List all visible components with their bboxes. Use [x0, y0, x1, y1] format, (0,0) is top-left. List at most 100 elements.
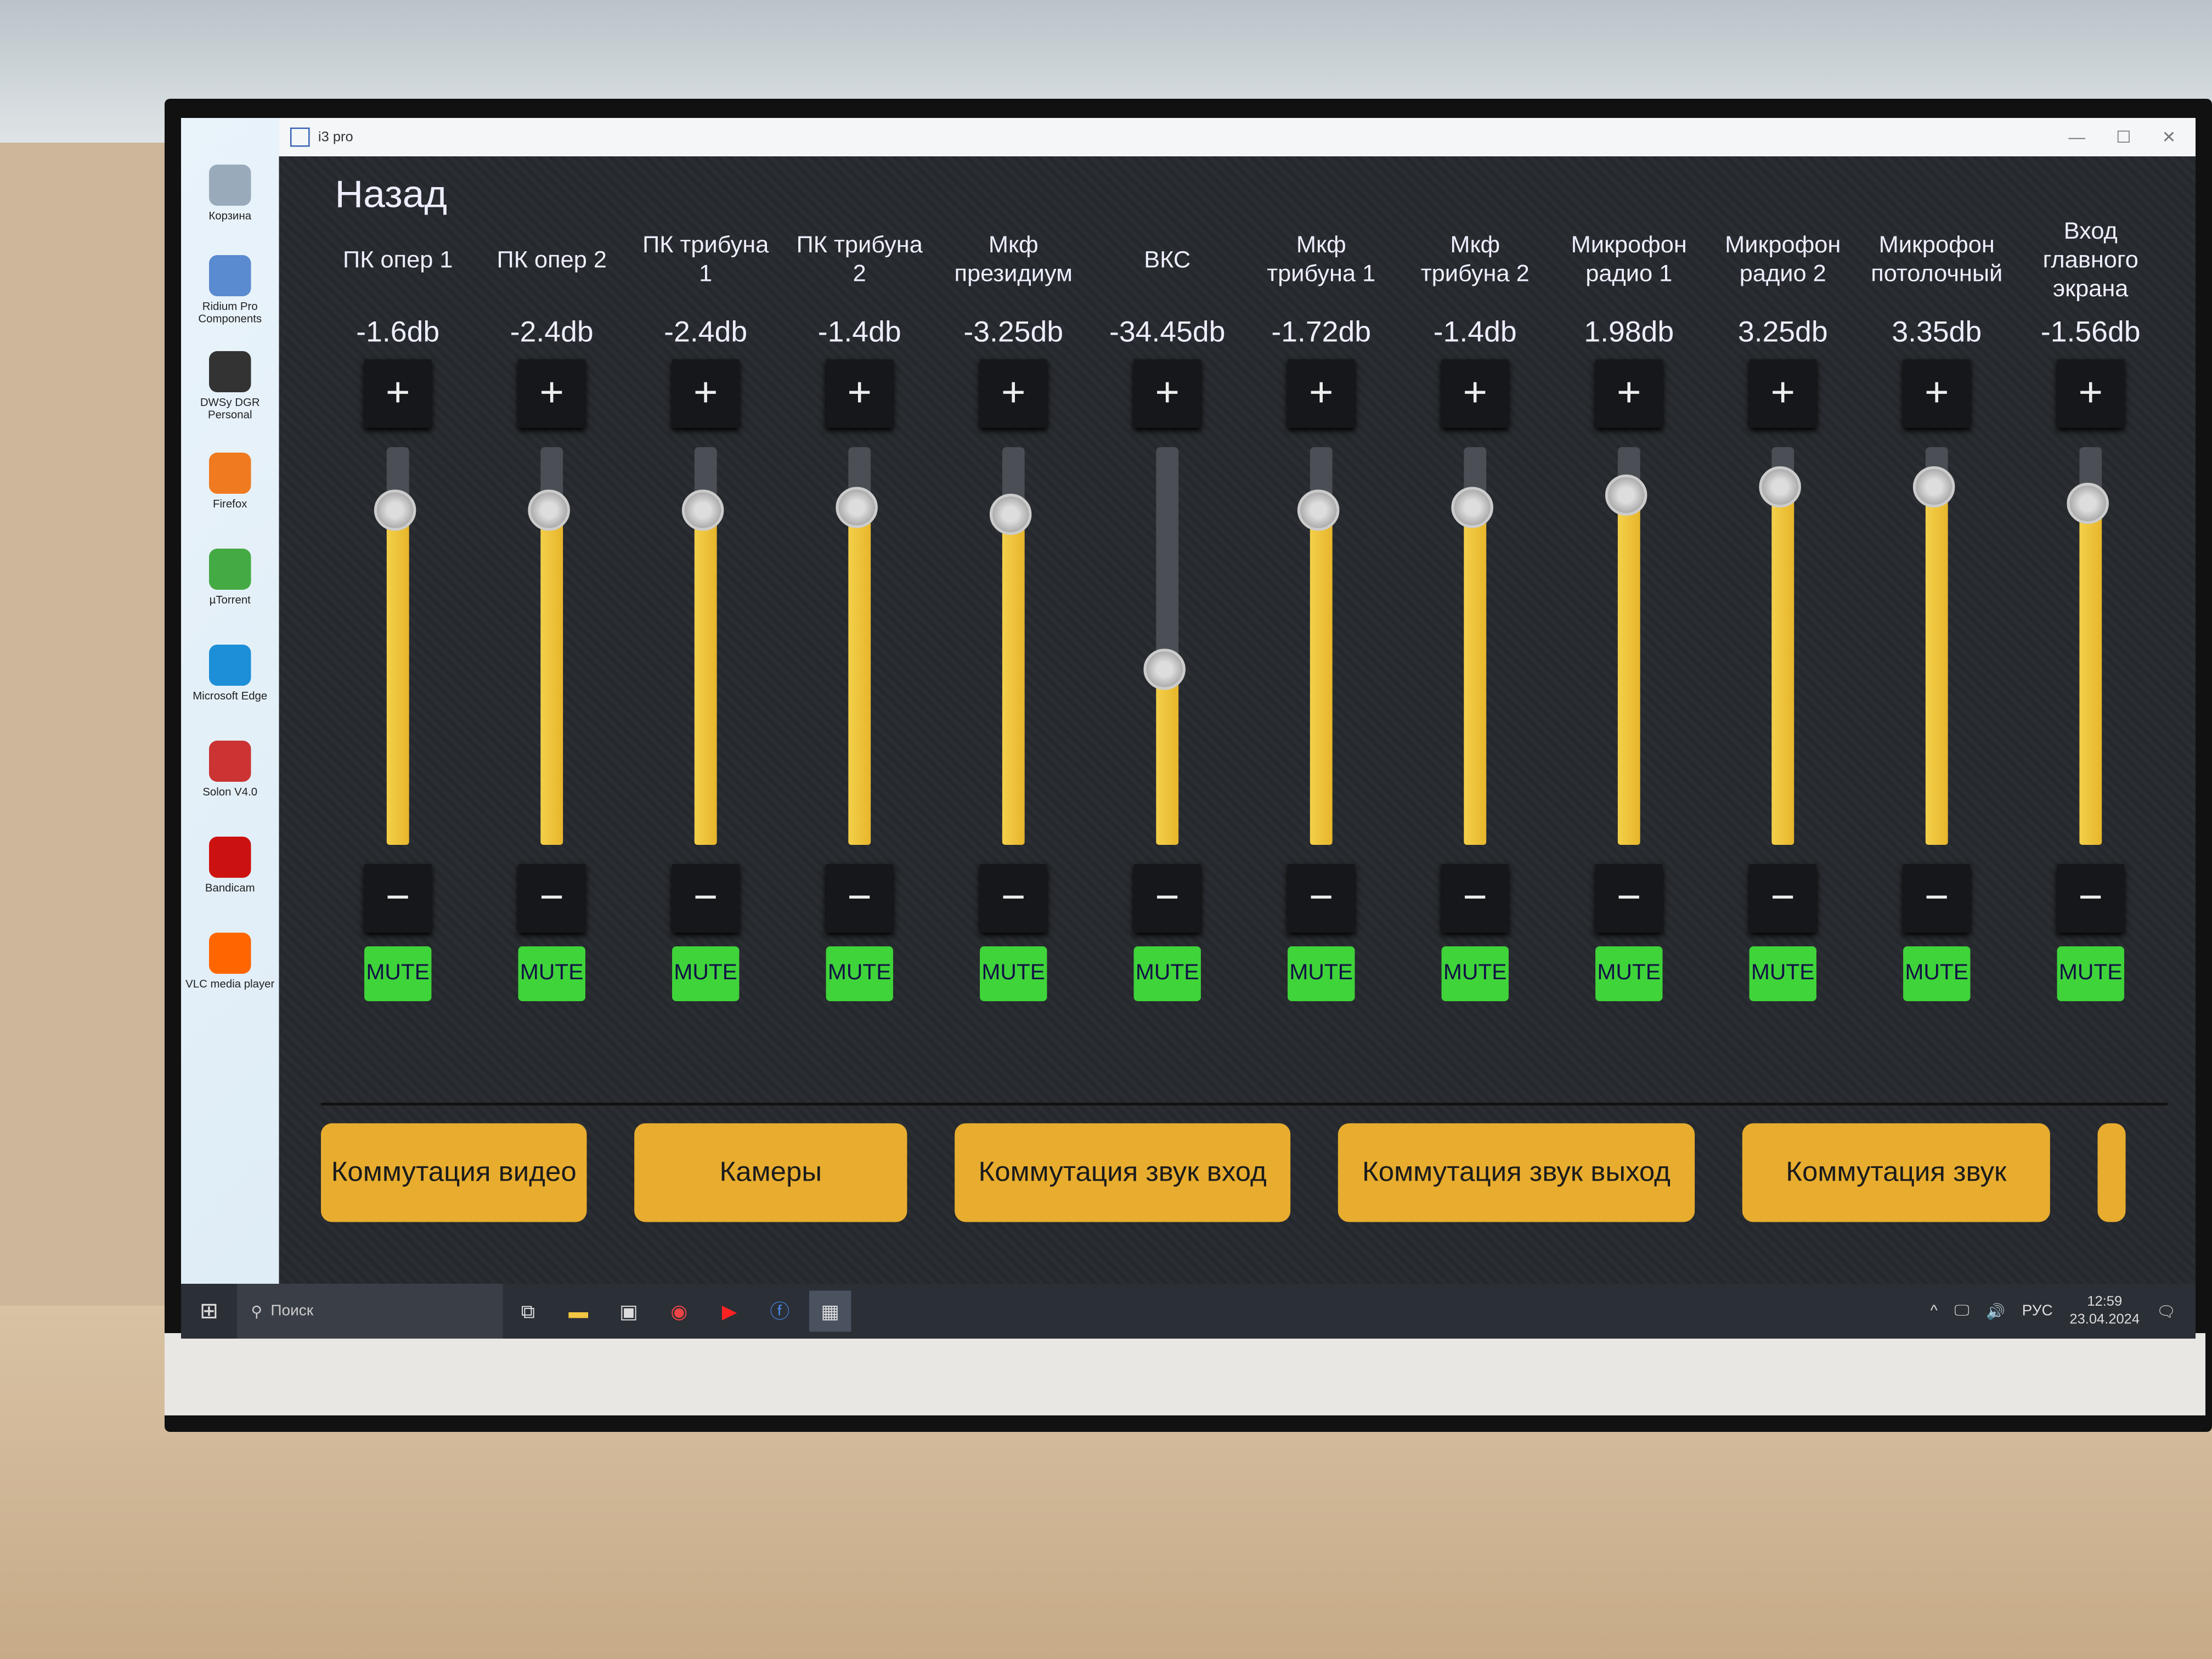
- mute-button[interactable]: MUTE: [2057, 946, 2124, 1001]
- mute-button[interactable]: MUTE: [1749, 946, 1816, 1001]
- gain-plus-button[interactable]: +: [1903, 359, 1971, 428]
- channel-strip: ПК трибуна 1 -2.4db + − MUTE: [629, 211, 783, 1007]
- fader-knob[interactable]: [2067, 482, 2109, 524]
- desktop-icon-label: VLC media player: [185, 978, 275, 991]
- gain-plus-button[interactable]: +: [364, 359, 432, 428]
- mute-button[interactable]: MUTE: [1441, 946, 1509, 1001]
- gain-plus-button[interactable]: +: [980, 359, 1047, 428]
- fader-track[interactable]: [1451, 447, 1493, 845]
- facebook-icon[interactable]: ⓕ: [770, 1300, 790, 1322]
- fader-track[interactable]: [681, 447, 724, 845]
- desktop-icon[interactable]: Корзина: [181, 145, 279, 241]
- windows-start-icon[interactable]: ⊞: [199, 1300, 219, 1324]
- task-view-icon[interactable]: ⧉: [521, 1299, 535, 1322]
- mute-button[interactable]: MUTE: [672, 946, 740, 1001]
- fader-knob[interactable]: [528, 490, 570, 532]
- desktop-icon[interactable]: Bandicam: [181, 817, 279, 913]
- vnc-icon[interactable]: ▣: [619, 1299, 638, 1322]
- notifications-icon[interactable]: 🗨: [2156, 1304, 2176, 1321]
- nav-button[interactable]: Коммутация видео: [321, 1123, 587, 1222]
- desktop-icon[interactable]: Solon V4.0: [181, 721, 279, 817]
- network-icon[interactable]: 🖵: [1954, 1302, 1970, 1319]
- fader-knob[interactable]: [836, 486, 878, 528]
- gain-minus-button[interactable]: −: [1595, 864, 1663, 933]
- desktop-icon[interactable]: Firefox: [181, 433, 279, 529]
- fader-track[interactable]: [2067, 447, 2109, 845]
- nav-button[interactable]: Коммутация звук вход: [955, 1123, 1291, 1222]
- mute-button[interactable]: MUTE: [980, 946, 1047, 1001]
- mute-button[interactable]: MUTE: [1133, 946, 1201, 1001]
- mute-button[interactable]: MUTE: [364, 946, 432, 1001]
- file-explorer-icon[interactable]: ▬: [568, 1300, 589, 1322]
- gain-plus-button[interactable]: +: [518, 359, 585, 428]
- fader-knob[interactable]: [1759, 466, 1801, 507]
- gain-plus-button[interactable]: +: [1749, 359, 1816, 428]
- gain-minus-button[interactable]: −: [1749, 864, 1816, 933]
- desktop-icon[interactable]: µTorrent: [181, 529, 279, 625]
- mute-button[interactable]: MUTE: [1288, 946, 1355, 1001]
- gain-plus-button[interactable]: +: [2057, 359, 2124, 428]
- fader-track[interactable]: [1912, 447, 1955, 845]
- fader-track[interactable]: [374, 447, 416, 845]
- fader-track[interactable]: [1297, 447, 1340, 845]
- gain-minus-button[interactable]: −: [1133, 864, 1201, 933]
- back-button[interactable]: Назад: [335, 173, 448, 216]
- chrome-icon[interactable]: ◉: [670, 1299, 688, 1322]
- desktop-icon[interactable]: DWSy DGR Personal: [181, 337, 279, 433]
- nav-button[interactable]: Камеры: [634, 1123, 907, 1222]
- fader-knob[interactable]: [1451, 486, 1493, 528]
- fader-track[interactable]: [836, 447, 878, 845]
- maximize-button[interactable]: ☐: [2116, 127, 2131, 147]
- chevron-up-icon[interactable]: ^: [1930, 1303, 1938, 1319]
- minimize-button[interactable]: —: [2068, 127, 2085, 147]
- gain-minus-button[interactable]: −: [826, 864, 893, 933]
- channel-gain-value: -1.56db: [2040, 317, 2141, 349]
- gain-minus-button[interactable]: −: [364, 864, 432, 933]
- volume-icon[interactable]: 🔊: [1986, 1304, 2006, 1321]
- i3pro-taskbar-icon[interactable]: ▦: [809, 1290, 851, 1332]
- fader-knob[interactable]: [1605, 474, 1647, 516]
- mute-button[interactable]: MUTE: [1595, 946, 1663, 1001]
- gain-plus-button[interactable]: +: [826, 359, 893, 428]
- desktop-icon[interactable]: VLC media player: [181, 913, 279, 1009]
- gain-plus-button[interactable]: +: [672, 359, 740, 428]
- nav-button[interactable]: Коммутация звук: [1742, 1123, 2050, 1222]
- fader-track[interactable]: [1759, 447, 1801, 845]
- gain-plus-button[interactable]: +: [1595, 359, 1663, 428]
- fader-knob[interactable]: [374, 490, 416, 532]
- channel-strip: Мкф трибуна 2 -1.4db + − MUTE: [1398, 211, 1553, 1007]
- fader-knob[interactable]: [681, 490, 724, 532]
- gain-minus-button[interactable]: −: [1288, 864, 1355, 933]
- nav-button[interactable]: Коммутация звук выход: [1338, 1123, 1695, 1222]
- fader-track[interactable]: [528, 447, 570, 845]
- fader-knob[interactable]: [1912, 466, 1955, 507]
- gain-minus-button[interactable]: −: [518, 864, 585, 933]
- fader-knob[interactable]: [989, 494, 1032, 535]
- gain-plus-button[interactable]: +: [1133, 359, 1201, 428]
- fader-track[interactable]: [1605, 447, 1647, 845]
- fader-knob[interactable]: [1143, 649, 1186, 691]
- youtube-icon[interactable]: ▶: [721, 1299, 737, 1322]
- fader-knob[interactable]: [1297, 490, 1340, 532]
- language-indicator[interactable]: РУС: [2022, 1303, 2053, 1319]
- desktop-icon-glyph: [209, 254, 251, 296]
- mute-button[interactable]: MUTE: [826, 946, 893, 1001]
- search-box[interactable]: ⚲ Поиск: [237, 1284, 503, 1339]
- nav-button-partial[interactable]: [2097, 1123, 2126, 1222]
- fader-track[interactable]: [1143, 447, 1186, 845]
- desktop-icon[interactable]: Microsoft Edge: [181, 625, 279, 721]
- desktop-icon[interactable]: Ridium Pro Components: [181, 241, 279, 337]
- gain-plus-button[interactable]: +: [1288, 359, 1355, 428]
- gain-minus-button[interactable]: −: [2057, 864, 2124, 933]
- mute-button[interactable]: MUTE: [1903, 946, 1971, 1001]
- gain-minus-button[interactable]: −: [1441, 864, 1509, 933]
- gain-minus-button[interactable]: −: [1903, 864, 1971, 933]
- gain-minus-button[interactable]: −: [980, 864, 1047, 933]
- gain-minus-button[interactable]: −: [672, 864, 740, 933]
- desktop-icon-label: Корзина: [208, 210, 252, 223]
- clock[interactable]: 12:59 23.04.2024: [2069, 1294, 2140, 1329]
- gain-plus-button[interactable]: +: [1441, 359, 1509, 428]
- fader-track[interactable]: [989, 447, 1032, 845]
- mute-button[interactable]: MUTE: [518, 946, 585, 1001]
- close-button[interactable]: ✕: [2162, 127, 2176, 147]
